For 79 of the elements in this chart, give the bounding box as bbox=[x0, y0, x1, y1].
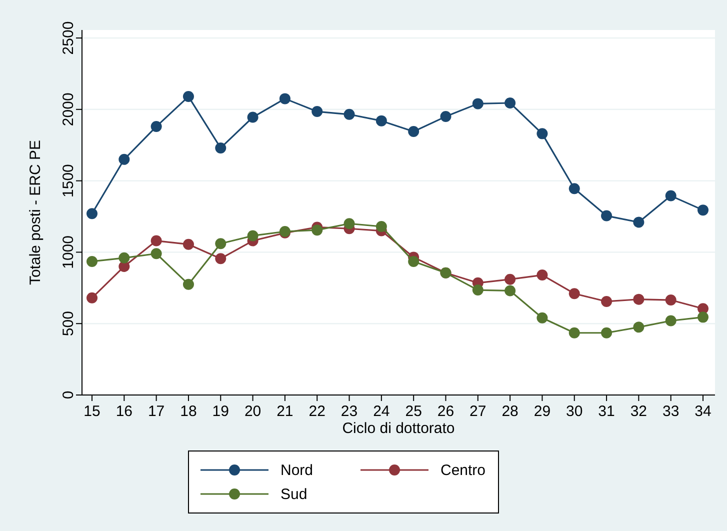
point bbox=[472, 98, 484, 110]
point bbox=[86, 256, 98, 267]
point bbox=[665, 294, 676, 306]
point bbox=[150, 121, 162, 132]
x-tick-label: 34 bbox=[694, 403, 712, 420]
point bbox=[182, 91, 194, 102]
point bbox=[504, 274, 516, 285]
y-tick-label: 2000 bbox=[60, 92, 77, 126]
point bbox=[408, 256, 420, 267]
point bbox=[665, 315, 676, 326]
point bbox=[633, 294, 644, 305]
x-tick-label: 31 bbox=[598, 403, 615, 420]
x-tick-label: 18 bbox=[180, 403, 197, 420]
point bbox=[118, 154, 130, 165]
point bbox=[215, 238, 226, 250]
point bbox=[118, 252, 130, 264]
point bbox=[536, 270, 548, 281]
x-tick-label: 30 bbox=[566, 403, 583, 420]
y-tick-label: 0 bbox=[60, 390, 77, 400]
y-tick-label: 1500 bbox=[60, 164, 77, 198]
x-tick-label: 22 bbox=[308, 403, 326, 420]
x-tick-label: 20 bbox=[244, 403, 262, 420]
x-tick-label: 15 bbox=[84, 403, 100, 420]
point bbox=[408, 126, 420, 138]
point bbox=[568, 327, 580, 338]
point bbox=[150, 235, 162, 246]
legend-label: Sud bbox=[280, 486, 308, 503]
point bbox=[312, 224, 323, 236]
x-tick-label: 25 bbox=[405, 403, 422, 420]
y-tick-label: 2500 bbox=[60, 21, 77, 55]
legend-label: Nord bbox=[280, 462, 314, 479]
point bbox=[601, 296, 612, 307]
point bbox=[665, 190, 676, 202]
point bbox=[215, 142, 226, 154]
x-tick-label: 27 bbox=[470, 403, 486, 420]
x-tick-label: 24 bbox=[373, 403, 390, 420]
point bbox=[568, 183, 580, 194]
point bbox=[472, 284, 484, 296]
x-tick-label: 26 bbox=[437, 403, 454, 420]
point bbox=[698, 204, 708, 216]
point bbox=[536, 312, 548, 324]
x-tick-label: 28 bbox=[502, 403, 518, 420]
point bbox=[247, 112, 258, 123]
point bbox=[86, 208, 98, 220]
point bbox=[633, 216, 644, 228]
point bbox=[344, 108, 355, 120]
point bbox=[376, 220, 387, 232]
y-axis-title: Totale posti - ERC PE bbox=[27, 140, 44, 286]
point bbox=[698, 312, 708, 323]
legend-label: Centro bbox=[440, 462, 486, 479]
point bbox=[504, 285, 516, 296]
x-tick-label: 23 bbox=[340, 403, 358, 420]
point bbox=[247, 230, 258, 242]
point bbox=[601, 327, 612, 338]
x-tick-label: 29 bbox=[534, 403, 551, 420]
x-tick-label: 21 bbox=[276, 403, 294, 420]
x-tick-label: 19 bbox=[212, 403, 229, 420]
x-tick-label: 33 bbox=[662, 403, 680, 420]
x-tick-label: 32 bbox=[630, 403, 648, 420]
point bbox=[344, 218, 355, 230]
point bbox=[215, 253, 226, 264]
point bbox=[150, 248, 162, 260]
x-tick-label: 16 bbox=[116, 403, 132, 420]
point bbox=[536, 128, 548, 140]
point bbox=[440, 111, 452, 122]
point bbox=[504, 97, 516, 108]
point bbox=[312, 106, 323, 118]
point bbox=[182, 238, 194, 250]
point bbox=[86, 292, 98, 304]
point bbox=[182, 278, 194, 290]
point bbox=[279, 93, 290, 104]
point bbox=[568, 288, 580, 300]
point bbox=[601, 210, 612, 222]
point bbox=[376, 115, 387, 126]
x-axis-title: Ciclo di dottorato bbox=[342, 420, 455, 437]
y-tick-label: 1000 bbox=[60, 236, 77, 269]
x-tick-label: 17 bbox=[148, 403, 165, 420]
point bbox=[633, 322, 644, 333]
y-tick-label: 500 bbox=[60, 311, 77, 336]
